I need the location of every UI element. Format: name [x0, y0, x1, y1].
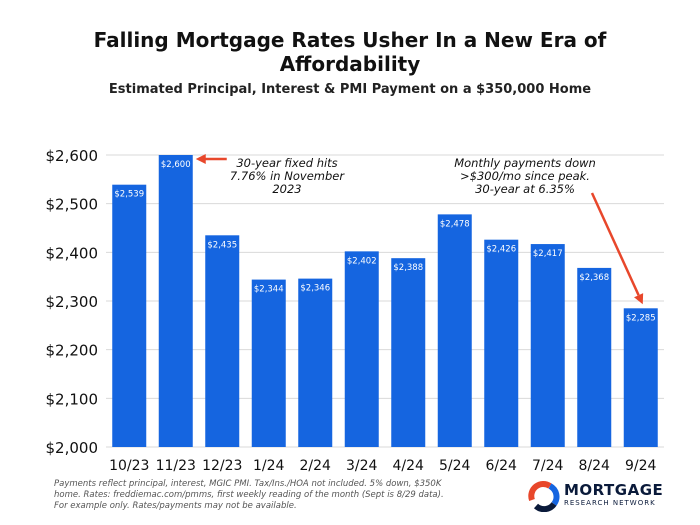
chart-title: Falling Mortgage Rates Usher In a New Er… [93, 28, 607, 76]
footnote: Payments reflect principal, interest, MG… [54, 479, 494, 512]
x-tick-label: 12/23 [202, 458, 242, 474]
data-label: $2,402 [347, 256, 377, 266]
data-label: $2,368 [579, 273, 609, 283]
data-label: $2,600 [161, 160, 191, 170]
bar [298, 278, 333, 447]
bar [437, 214, 472, 447]
data-label: $2,426 [486, 245, 516, 255]
y-tick-label: $2,500 [46, 196, 99, 214]
data-label: $2,435 [207, 240, 237, 250]
x-tick-label: 11/23 [156, 458, 196, 474]
chart-subtitle: Estimated Principal, Interest & PMI Paym… [108, 82, 592, 97]
data-label: $2,478 [440, 219, 470, 229]
bar [344, 251, 379, 447]
bar [577, 267, 612, 447]
y-tick-label: $2,300 [46, 293, 99, 311]
bar [530, 244, 565, 447]
mortgage-research-network-logo: MORTGAGE RESEARCH NETWORK [528, 478, 698, 514]
x-tick-label: 10/23 [109, 458, 149, 474]
data-label: $2,539 [114, 190, 144, 200]
logo-subword: RESEARCH NETWORK [564, 499, 656, 507]
x-tick-label: 2/24 [300, 458, 332, 474]
annotation-arrowhead [634, 293, 644, 305]
x-tick-label: 1/24 [253, 458, 285, 474]
bar [623, 308, 658, 447]
bar [391, 258, 426, 447]
y-tick-label: $2,600 [46, 147, 99, 165]
bar [112, 184, 147, 448]
y-tick-label: $2,000 [46, 439, 99, 457]
y-tick-label: $2,200 [46, 342, 99, 360]
footnote-line: For example only. Rates/payments may not… [54, 501, 297, 511]
x-tick-label: 4/24 [393, 458, 425, 474]
data-label: $2,344 [254, 285, 284, 295]
x-tick-label: 3/24 [346, 458, 378, 474]
annotation-text: >$300/mo since peak. [460, 169, 590, 183]
x-tick-label: 8/24 [579, 458, 611, 474]
x-tick-label: 9/24 [625, 458, 657, 474]
annotation-text: 30-year at 6.35% [475, 182, 575, 196]
bar [484, 239, 519, 447]
annotation-arrow [590, 192, 640, 296]
bar [158, 155, 193, 447]
footnote-line: Payments reflect principal, interest, MG… [54, 479, 442, 489]
x-tick-label: 7/24 [532, 458, 564, 474]
footnote-line: home. Rates: freddiemac.com/pmms, first … [54, 490, 444, 500]
annotation-arrowhead [195, 154, 206, 164]
logo-word: MORTGAGE [564, 481, 664, 499]
x-tick-label: 6/24 [486, 458, 518, 474]
x-tick-label: 5/24 [439, 458, 471, 474]
annotation-text: 2023 [272, 182, 301, 196]
data-label: $2,285 [626, 313, 656, 323]
y-tick-label: $2,100 [46, 390, 99, 408]
bar [205, 235, 240, 447]
data-label: $2,388 [393, 263, 423, 273]
data-label: $2,417 [533, 249, 563, 259]
data-label: $2,346 [300, 284, 330, 294]
logo-mark-icon [528, 481, 560, 512]
annotation-text: 7.76% in November [230, 169, 345, 183]
annotation-text: Monthly payments down [454, 156, 596, 170]
y-tick-label: $2,400 [46, 244, 99, 262]
annotation-text: 30-year fixed hits [236, 156, 337, 170]
bar [251, 279, 286, 447]
